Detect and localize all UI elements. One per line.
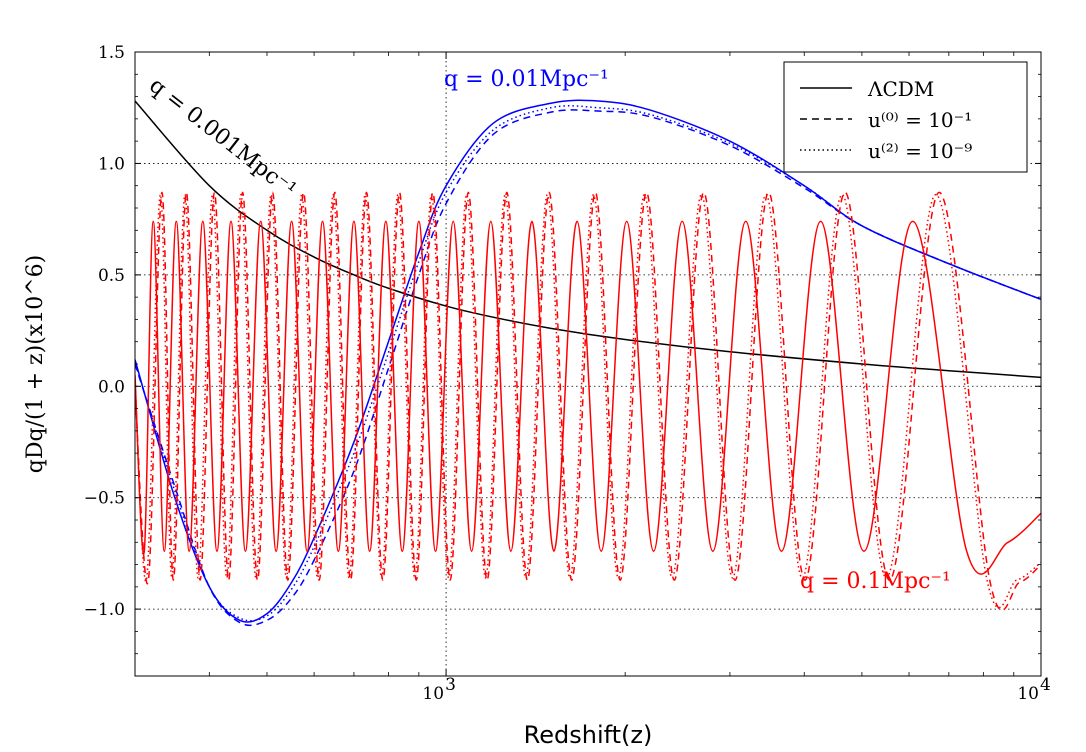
y-tick-label: −1.0 [84, 600, 125, 620]
series-line-0 [135, 100, 1041, 379]
legend-label-lcdm: ΛCDM [867, 77, 934, 101]
x-tick-label: 10 [1017, 684, 1039, 704]
series-layer [135, 99, 1041, 627]
legend: ΛCDM u⁽⁰⁾ = 10⁻¹ u⁽²⁾ = 10⁻⁹ [783, 61, 1028, 173]
x-tick-exponent: 3 [445, 675, 456, 695]
x-tick-label: 10 [422, 684, 444, 704]
annotation-q-001: q = 0.01Mpc⁻¹ [444, 67, 609, 92]
y-tick-label: 0.0 [98, 377, 125, 397]
grid-lines [135, 52, 1041, 676]
legend-label-u0: u⁽⁰⁾ = 10⁻¹ [868, 108, 972, 132]
y-axis-label: qDq/(1 + z)(x10^6) [23, 255, 48, 473]
y-tick-label: −0.5 [84, 489, 125, 509]
x-axis-label: Redshift(z) [524, 721, 653, 749]
y-tick-label: 1.0 [98, 154, 125, 174]
series-line-6 [135, 193, 1041, 609]
legend-box [783, 61, 1028, 173]
axis-ticks: 1.51.00.50.0−0.5−1.010 3 10 4 [84, 43, 1051, 704]
annotation-q-01: q = 0.1Mpc⁻¹ [800, 569, 951, 594]
series-line-3 [135, 105, 1041, 622]
series-line-4 [135, 220, 1041, 575]
x-tick-exponent: 4 [1040, 675, 1051, 695]
legend-label-u2: u⁽²⁾ = 10⁻⁹ [868, 139, 972, 163]
y-tick-label: 1.5 [98, 43, 125, 63]
y-tick-label: 0.5 [98, 266, 125, 286]
